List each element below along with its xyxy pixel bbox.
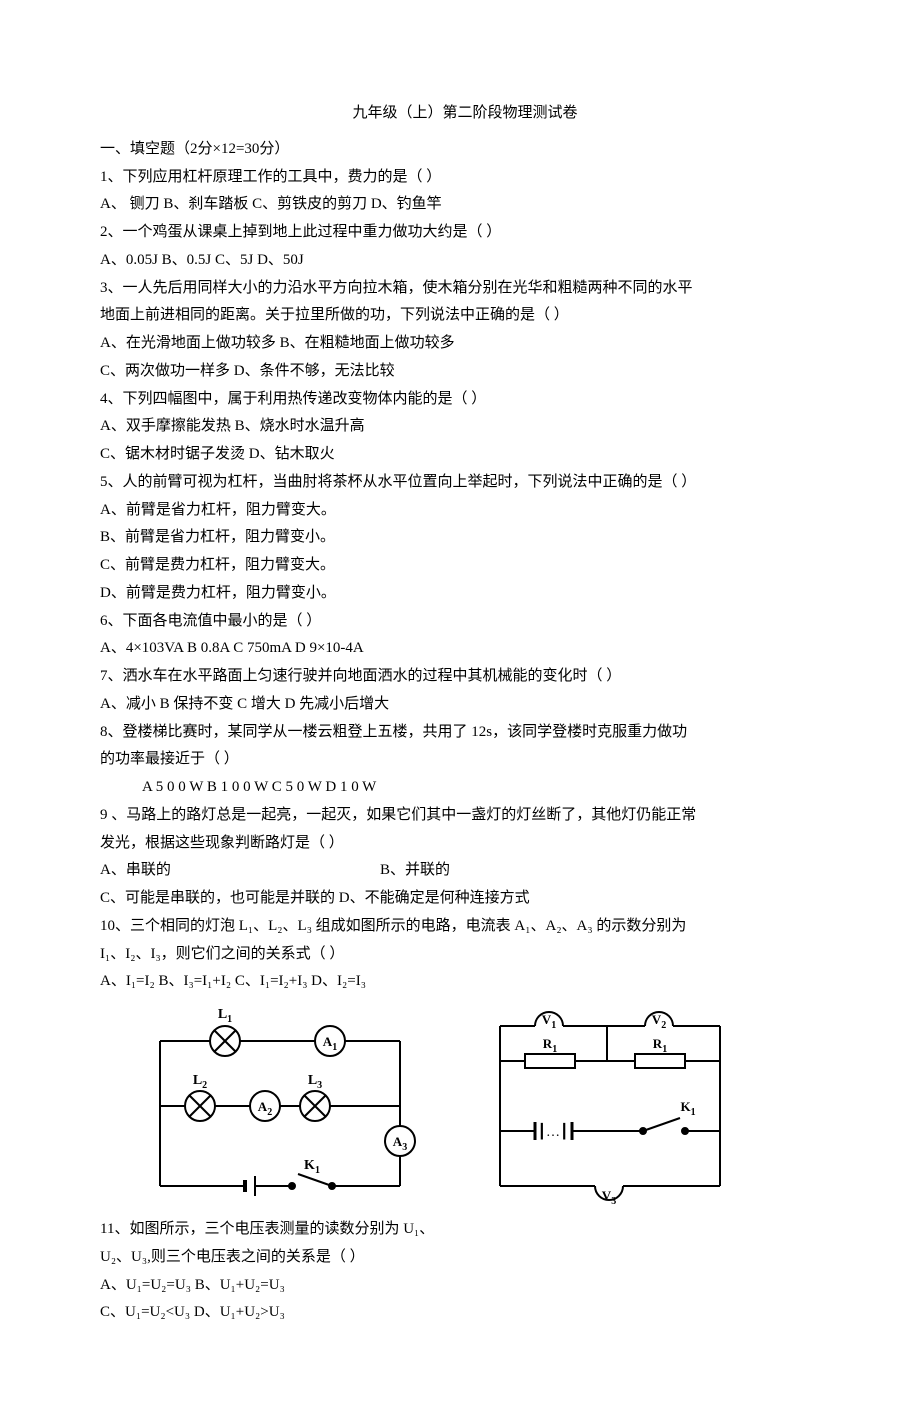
q9-options-line1: A、串联的 B、并联的 [100, 857, 830, 885]
q3-options-line2: C、两次做功一样多 D、条件不够，无法比较 [100, 358, 830, 386]
q7-stem: 7、洒水车在水平路面上匀速行驶并向地面洒水的过程中其机械能的变化时（ ） [100, 663, 830, 691]
q11-options-line1: A、U₁=U₂=U₃ B、U₁+U₂=U₃ [100, 1272, 830, 1300]
q1-options: A、 铡刀 B、刹车踏板 C、剪铁皮的剪刀 D、钓鱼竿 [100, 191, 830, 219]
q3-stem-line2: 地面上前进相同的距离。关于拉里所做的功，下列说法中正确的是（ ） [100, 302, 830, 330]
q5-option-d: D、前臂是费力杠杆，阻力臂变小。 [100, 580, 830, 608]
q2-stem: 2、一个鸡蛋从课桌上掉到地上此过程中重力做功大约是（ ） [100, 219, 830, 247]
q9-options-line2: C、可能是串联的，也可能是并联的 D、不能确定是何种连接方式 [100, 885, 830, 913]
label-r1b: R1 [653, 1036, 667, 1055]
section-1-header: 一、填空题（2分×12=30分） [100, 136, 830, 164]
q11-options-line2: C、U₁=U₂<U₃ D、U₁+U₂>U₃ [100, 1299, 830, 1327]
label-l3: L3 [308, 1073, 322, 1091]
q7-options: A、减小 B 保持不变 C 增大 D 先减小后增大 [100, 691, 830, 719]
q5-option-a: A、前臂是省力杠杆，阻力臂变大。 [100, 497, 830, 525]
label-v3: V3 [602, 1188, 616, 1206]
label-v2: V2 [652, 1012, 666, 1031]
circuit-diagram-1-icon: L1 A1 L2 A2 L3 A3 K1 [140, 1006, 420, 1206]
label-l2: L2 [193, 1073, 207, 1091]
q11-stem-line1: 11、如图所示，三个电压表测量的读数分别为 U₁、 [100, 1216, 830, 1244]
q8-stem-line1: 8、登楼梯比赛时，某同学从一楼云粗登上五楼，共用了 12s，该同学登楼时克服重力… [100, 719, 830, 747]
label-l1: L1 [218, 1007, 232, 1025]
q9-stem-line2: 发光，根据这些现象判断路灯是（ ） [100, 830, 830, 858]
q10-stem-line1: 10、三个相同的灯泡 L₁、L₂、L₃ 组成如图所示的电路，电流表 A₁、A₂、… [100, 913, 830, 941]
q9-option-a: A、串联的 [100, 857, 380, 885]
q9-stem-line1: 9 、马路上的路灯总是一起亮，一起灭，如果它们其中一盏灯的灯丝断了，其他灯仍能正… [100, 802, 830, 830]
label-r1a: R1 [543, 1036, 557, 1055]
circuit-diagram-2-icon: ┃…┃ V1 V2 R1 R1 K1 V3 [480, 1006, 740, 1206]
q5-option-b: B、前臂是省力杠杆，阻力臂变小。 [100, 524, 830, 552]
q5-stem: 5、人的前臂可视为杠杆，当曲肘将茶杯从水平位置向上举起时，下列说法中正确的是（ … [100, 469, 830, 497]
q5-option-c: C、前臂是费力杠杆，阻力臂变大。 [100, 552, 830, 580]
q4-options-line1: A、双手摩擦能发热 B、烧水时水温升高 [100, 413, 830, 441]
q1-stem: 1、下列应用杠杆原理工作的工具中，费力的是（ ） [100, 164, 830, 192]
circuit-diagrams-row: L1 A1 L2 A2 L3 A3 K1 [140, 1006, 830, 1206]
q3-options-line1: A、在光滑地面上做功较多 B、在粗糙地面上做功较多 [100, 330, 830, 358]
q9-option-b: B、并联的 [380, 857, 450, 885]
q6-stem: 6、下面各电流值中最小的是（ ） [100, 608, 830, 636]
q11-stem-line2: U₂、U₃,则三个电压表之间的关系是（ ） [100, 1244, 830, 1272]
q6-options: A、4×103VA B 0.8A C 750mA D 9×10-4A [100, 635, 830, 663]
q2-options: A、0.05J B、0.5J C、5J D、50J [100, 247, 830, 275]
label-k1: K1 [304, 1158, 320, 1176]
q4-options-line2: C、锯木材时锯子发烫 D、钻木取火 [100, 441, 830, 469]
q8-options: A 5 0 0 W B 1 0 0 W C 5 0 W D 1 0 W [100, 774, 830, 802]
q8-stem-line2: 的功率最接近于（ ） [100, 746, 830, 774]
label-k1-d2: K1 [680, 1099, 695, 1118]
q10-stem-line2: I₁、I₂、I₃，则它们之间的关系式（ ） [100, 941, 830, 969]
q4-stem: 4、下列四幅图中，属于利用热传递改变物体内能的是（ ） [100, 386, 830, 414]
page-title: 九年级（上）第二阶段物理测试卷 [100, 100, 830, 128]
q3-stem-line1: 3、一人先后用同样大小的力沿水平方向拉木箱，使木箱分别在光华和粗糙两种不同的水平 [100, 275, 830, 303]
q10-options: A、I₁=I₂ B、I₃=I₁+I₂ C、I₁=I₂+I₃ D、I₂=I₃ [100, 968, 830, 996]
label-v1: V1 [542, 1012, 556, 1031]
label-cell: ┃…┃ [538, 1122, 569, 1140]
